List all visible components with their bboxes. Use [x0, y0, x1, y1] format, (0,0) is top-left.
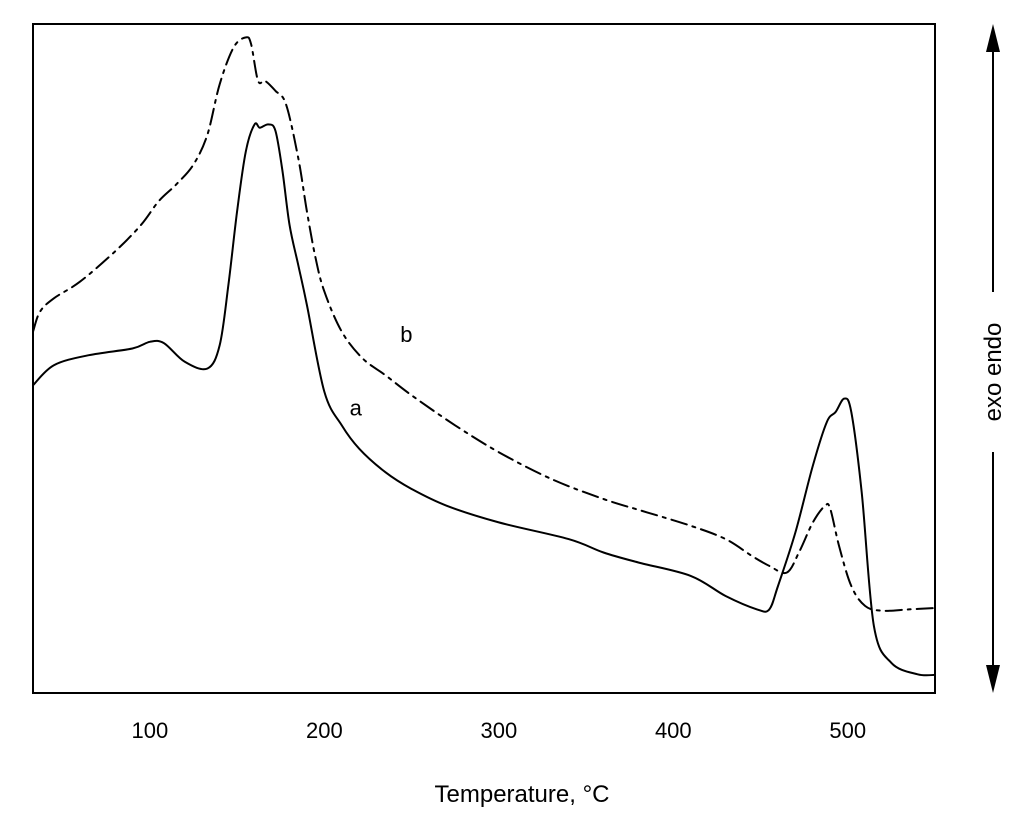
x-axis-label: Temperature, °C	[435, 781, 610, 808]
direction-axis: exo endo	[980, 24, 1007, 693]
x-tick-label: 300	[480, 718, 517, 743]
x-tick-label: 100	[132, 718, 169, 743]
x-tick-label: 500	[829, 718, 866, 743]
series-curves	[32, 36, 936, 677]
series-line-b	[32, 36, 936, 612]
x-tick-labels: 100 200 300 400 500	[132, 718, 867, 743]
series-annotations: ab	[350, 322, 413, 421]
series-line-a	[32, 122, 936, 677]
x-tick-label: 400	[655, 718, 692, 743]
x-tick-label: 200	[306, 718, 343, 743]
series-label-b: b	[400, 322, 412, 347]
series-label-a: a	[350, 395, 363, 420]
arrow-up-icon	[986, 24, 1000, 52]
arrow-down-icon	[986, 665, 1000, 693]
y-axis-label-right: exo endo	[980, 323, 1007, 422]
plot-frame	[32, 23, 936, 694]
